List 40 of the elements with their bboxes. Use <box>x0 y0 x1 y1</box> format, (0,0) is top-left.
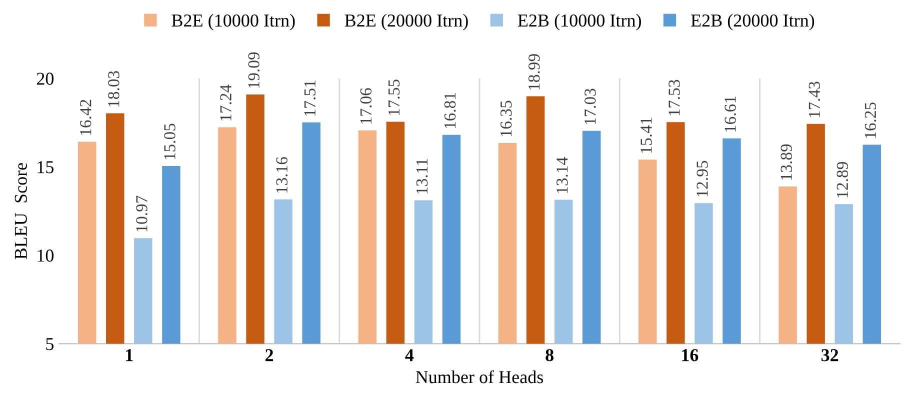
data-label: 15.05 <box>164 124 176 160</box>
data-label: 17.53 <box>668 80 680 116</box>
y-tick-label: 20 <box>36 72 54 85</box>
data-label: 13.89 <box>780 144 792 180</box>
y-tick-label: 10 <box>38 250 54 262</box>
y-tick-label: 15 <box>38 161 54 174</box>
data-label: 18.03 <box>108 71 120 106</box>
data-label: 12.89 <box>836 162 848 198</box>
x-axis-title: Number of Heads <box>416 370 544 384</box>
x-tick-label: 8 <box>546 349 554 362</box>
data-label: 16.81 <box>444 93 456 128</box>
data-label: 10.97 <box>136 196 148 232</box>
legend-label: E2B (20000 Itrn) <box>691 14 814 30</box>
data-label: 16.42 <box>80 100 92 135</box>
x-tick-label: 32 <box>821 349 838 362</box>
x-tick-label: 16 <box>682 349 698 362</box>
x-tick-label: 1 <box>126 349 133 362</box>
data-label: 13.16 <box>276 157 288 193</box>
data-label: 16.35 <box>500 100 512 136</box>
legend-label: B2E (20000 Itrn) <box>344 14 468 30</box>
x-tick-label: 4 <box>405 349 414 362</box>
legend-label: E2B (10000 Itrn) <box>518 14 641 30</box>
y-axis-title: BLEU Score <box>14 163 27 260</box>
data-label: 17.06 <box>360 88 372 124</box>
data-label: 17.24 <box>220 84 232 120</box>
legend-label: B2E (10000 Itrn) <box>172 14 295 30</box>
data-label: 17.55 <box>388 80 400 115</box>
data-label: 17.43 <box>808 82 820 118</box>
y-tick-label: 5 <box>46 338 54 350</box>
data-label: 17.03 <box>584 88 596 124</box>
data-label: 13.14 <box>556 157 568 193</box>
data-label: 19.09 <box>248 52 260 88</box>
data-label: 12.95 <box>696 160 708 196</box>
data-label: 16.61 <box>724 96 736 132</box>
x-tick-label: 2 <box>266 349 274 362</box>
data-label: 17.51 <box>304 80 316 116</box>
data-label: 15.41 <box>640 118 652 153</box>
data-label: 18.99 <box>528 54 540 90</box>
data-label: 13.11 <box>416 159 428 194</box>
data-label: 16.25 <box>864 102 876 138</box>
